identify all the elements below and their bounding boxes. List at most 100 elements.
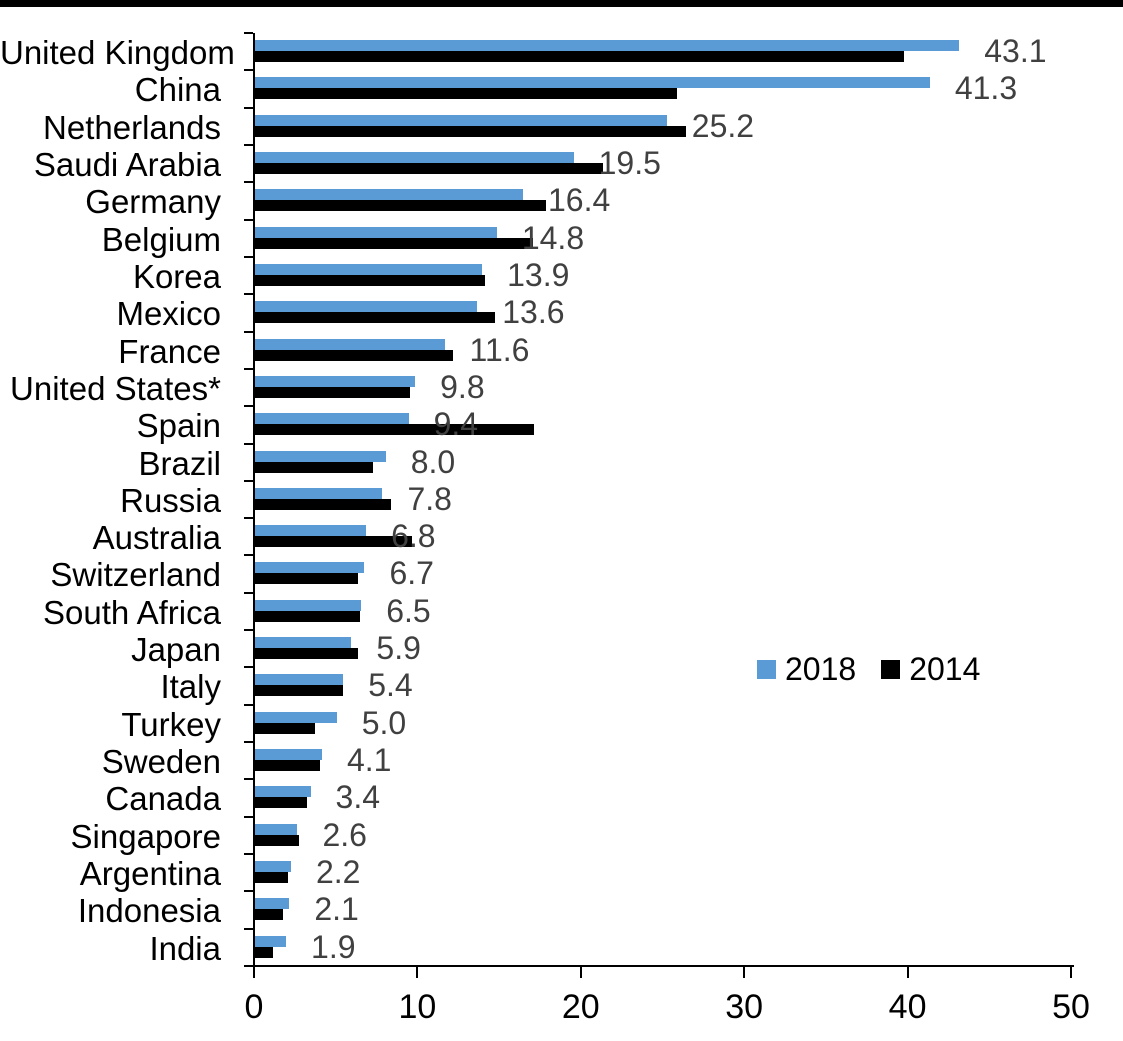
value-label-2018: 6.7 (389, 555, 434, 592)
bar-2014 (255, 722, 316, 734)
y-axis-tick (244, 517, 253, 520)
bar-2014 (255, 834, 300, 846)
bar-2018 (255, 562, 365, 574)
y-axis-tick (244, 69, 253, 72)
category-label: South Africa (43, 593, 221, 631)
value-label-2018: 43.1 (984, 33, 1047, 69)
x-axis-tick (253, 965, 255, 978)
y-axis-tick (244, 927, 253, 930)
y-axis-tick (244, 890, 253, 893)
category-label: Russia (120, 481, 221, 519)
category-label: Netherlands (43, 108, 221, 146)
category-label: Canada (105, 780, 221, 818)
category-label: Belgium (101, 220, 221, 258)
bar-2018 (255, 301, 478, 313)
bar-2014 (255, 909, 283, 921)
bar-2014 (255, 51, 904, 62)
value-label-2018: 41.3 (954, 70, 1018, 107)
bar-2018 (255, 525, 367, 537)
x-axis-tick-label: 0 (244, 988, 264, 1026)
y-axis-tick (244, 255, 253, 258)
category-label: China (134, 71, 221, 109)
legend-label-2018: 2018 (785, 650, 857, 687)
bar-2014 (255, 536, 412, 548)
category-label: Australia (92, 519, 221, 557)
bar-2014 (255, 498, 391, 510)
bar-2014 (255, 797, 308, 809)
value-label-2018: 19.5 (598, 144, 661, 181)
bar-2014 (255, 386, 411, 398)
category-label: India (149, 929, 221, 967)
bar-2014 (255, 685, 344, 697)
category-label: Singapore (70, 817, 221, 855)
bar-2018 (255, 114, 667, 126)
category-label: United States* (10, 369, 221, 407)
bar-2018 (255, 861, 291, 873)
value-label-2018: 8.0 (410, 443, 456, 480)
bar-2014 (255, 461, 373, 473)
top-border-strip (0, 0, 1123, 7)
value-label-2018: 25.2 (691, 107, 755, 144)
bar-2018 (255, 711, 337, 723)
value-label-2018: 6.8 (391, 518, 436, 555)
bar-2018 (255, 40, 960, 51)
bar-2014 (255, 125, 687, 137)
y-axis-tick (244, 741, 253, 744)
bar-2018 (255, 413, 409, 425)
y-axis-tick (244, 367, 253, 370)
value-label-2018: 2.1 (314, 891, 359, 928)
bar-2018 (255, 77, 930, 89)
x-axis-tick (416, 965, 419, 978)
bar-2014 (255, 312, 496, 324)
y-axis-tick (244, 853, 253, 856)
category-label: Germany (85, 183, 221, 221)
value-label-2018: 5.4 (368, 667, 413, 704)
bar-2018 (255, 338, 445, 350)
bar-2014 (255, 88, 677, 100)
category-label: Indonesia (77, 892, 221, 930)
category-label: Spain (136, 407, 221, 445)
value-label-2018: 1.9 (311, 928, 356, 965)
y-axis-tick (244, 479, 253, 482)
x-axis-tick (906, 965, 909, 978)
bar-2018 (255, 935, 287, 947)
bar-2018 (255, 487, 383, 499)
y-axis-tick (244, 405, 253, 408)
y-axis-tick (244, 591, 253, 594)
x-axis-tick-label: 20 (561, 988, 600, 1026)
bar-2014 (255, 610, 360, 622)
y-axis-tick (244, 330, 253, 333)
category-label: Turkey (121, 705, 221, 743)
y-axis-tick (244, 106, 253, 109)
category-label: Italy (160, 668, 221, 706)
y-axis-tick (244, 815, 253, 818)
y-axis-line (253, 33, 255, 967)
bar-2014 (255, 274, 486, 286)
bar-2014 (255, 946, 273, 958)
category-label: Mexico (116, 295, 221, 333)
bar-2018 (255, 599, 362, 611)
value-label-2018: 3.4 (335, 779, 381, 816)
bar-2014 (255, 424, 535, 436)
y-axis-tick (244, 143, 253, 146)
y-axis-tick (244, 778, 253, 781)
y-axis-tick (244, 293, 253, 296)
bar-2018 (255, 786, 311, 798)
bar-2014 (255, 237, 533, 249)
y-axis-tick (244, 629, 253, 632)
category-label: Saudi Arabia (33, 145, 221, 183)
y-axis-tick (244, 32, 253, 34)
value-label-2018: 4.1 (346, 742, 392, 779)
value-label-2018: 6.5 (386, 592, 431, 629)
category-label: Sweden (101, 743, 221, 781)
x-axis-tick-label: 10 (398, 988, 437, 1026)
value-label-2018: 5.9 (376, 630, 421, 667)
category-label: Switzerland (50, 556, 221, 594)
bar-2014 (255, 573, 358, 585)
legend: 2018 2014 (757, 650, 980, 687)
x-axis-line (253, 965, 1074, 967)
x-axis-tick (579, 965, 582, 978)
bar-2014 (255, 872, 288, 884)
bar-2014 (255, 648, 358, 660)
